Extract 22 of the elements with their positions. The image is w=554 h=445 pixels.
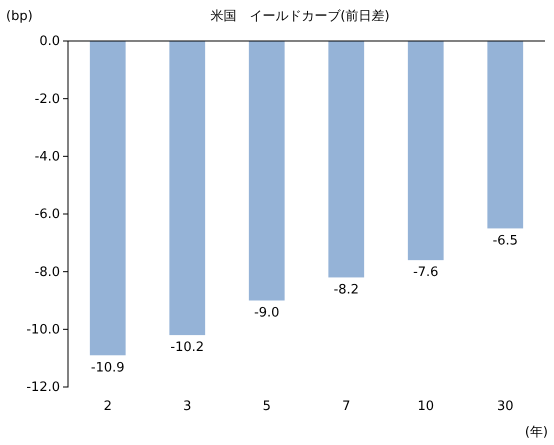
data-label: -7.6 bbox=[413, 265, 438, 280]
y-tick-label: -12.0 bbox=[26, 380, 60, 396]
y-tick-label: 0.0 bbox=[39, 34, 60, 50]
y-tick-label: -10.0 bbox=[26, 322, 60, 338]
x-tick-label: 7 bbox=[342, 399, 350, 414]
data-label: -10.2 bbox=[170, 340, 204, 356]
data-label: -6.5 bbox=[492, 233, 518, 248]
x-tick-label: 30 bbox=[496, 399, 514, 414]
y-axis-title: (bp) bbox=[6, 9, 33, 24]
data-label: -10.9 bbox=[90, 360, 125, 376]
x-tick-label: 10 bbox=[417, 399, 434, 414]
y-tick-label: -4.0 bbox=[34, 149, 60, 164]
chart-title: 米国 イールドカーブ(前日差) bbox=[210, 9, 390, 24]
x-tick-label: 5 bbox=[262, 399, 271, 414]
data-label: -9.0 bbox=[254, 306, 280, 320]
y-tick-label: -2.0 bbox=[34, 92, 60, 107]
data-label: -8.2 bbox=[334, 282, 359, 298]
y-tick-label: -8.0 bbox=[34, 264, 60, 280]
x-tick-label: 2 bbox=[104, 399, 112, 414]
x-axis-title: (年) bbox=[524, 425, 548, 440]
x-tick-label: 3 bbox=[183, 399, 192, 414]
y-tick-label: -6.0 bbox=[34, 207, 60, 222]
